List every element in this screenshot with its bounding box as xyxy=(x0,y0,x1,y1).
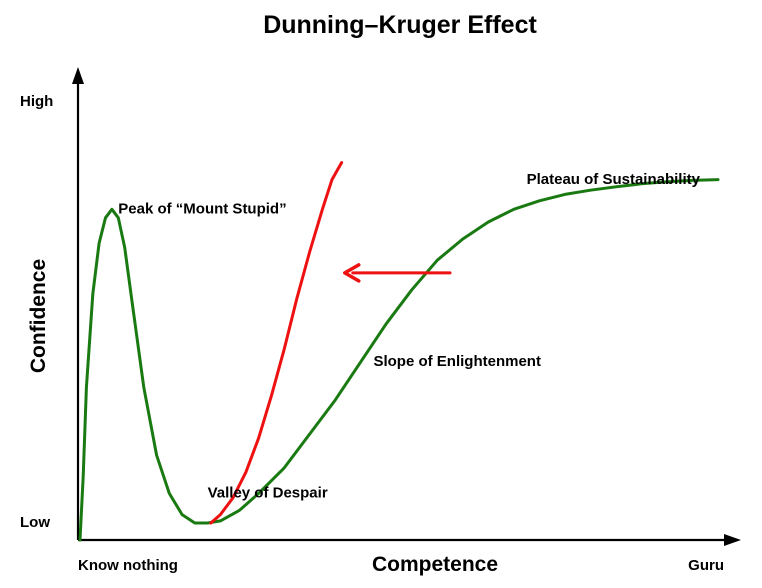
y-tick-label-high: High xyxy=(20,93,53,110)
annotation-label: Peak of “Mount Stupid” xyxy=(118,201,286,218)
y-axis-arrowhead xyxy=(72,67,84,84)
x-tick-label-know-nothing: Know nothing xyxy=(78,557,178,574)
curves-layer xyxy=(78,161,720,542)
annotations-layer: Peak of “Mount Stupid” Valley of Despair S… xyxy=(118,171,700,502)
x-axis-label: Competence xyxy=(372,553,498,576)
chart-title: Dunning–Kruger Effect xyxy=(263,11,537,39)
y-axis-label: Confidence xyxy=(27,259,50,373)
green-confidence-curve xyxy=(78,178,720,542)
x-tick-label-guru: Guru xyxy=(688,557,724,574)
annotation-label: Slope of Enlightenment xyxy=(373,353,541,370)
x-axis-arrowhead xyxy=(724,534,741,546)
y-tick-label-low: Low xyxy=(20,514,50,531)
annotation-label: Plateau of Sustainability xyxy=(527,171,701,188)
red-confidence-curve xyxy=(209,161,344,525)
annotation-label: Valley of Despair xyxy=(208,485,328,502)
red-arrow-head xyxy=(343,263,361,283)
